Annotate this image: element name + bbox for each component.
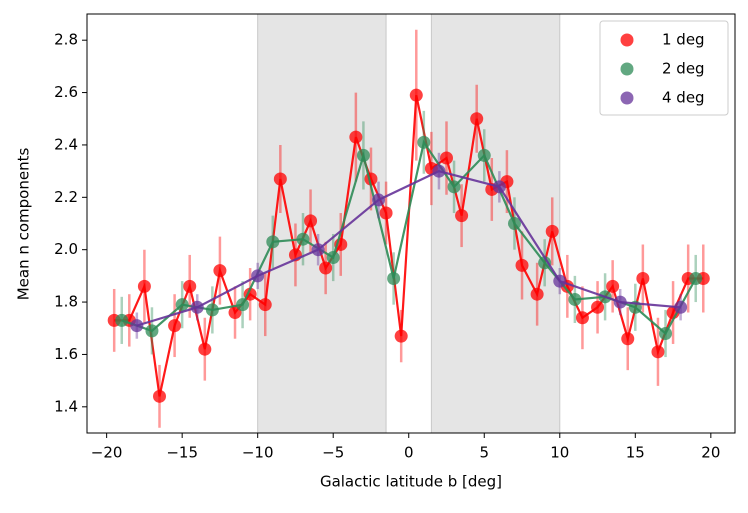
y-tick-label: 2.8 <box>54 31 78 49</box>
point <box>591 300 605 314</box>
point <box>439 151 453 165</box>
series-line <box>121 139 697 336</box>
point <box>507 217 521 230</box>
x-tick-label: −10 <box>242 444 274 462</box>
point <box>606 279 620 293</box>
point <box>659 326 673 340</box>
axes-layer: −20 −15 −10 −5 0 5 10 15 20 1.4 1.6 1.8 2.0 2.2 2.4 2.6… <box>54 31 720 462</box>
point <box>175 298 189 312</box>
point <box>613 295 627 309</box>
shaded-region <box>430 13 561 434</box>
legend-label: 4 deg <box>662 89 705 107</box>
legend-marker <box>620 62 634 76</box>
y-tick-label: 2.2 <box>54 188 78 206</box>
point <box>319 261 333 275</box>
point <box>470 112 484 126</box>
legend-marker <box>620 33 634 47</box>
point <box>349 130 363 144</box>
point <box>130 319 144 333</box>
point <box>311 243 325 257</box>
point <box>477 148 491 162</box>
y-tick-label: 2.6 <box>54 83 78 101</box>
point <box>145 324 159 338</box>
point <box>168 319 182 333</box>
point <box>417 135 431 149</box>
x-tick-label: 15 <box>626 444 645 462</box>
legend-box <box>599 20 729 116</box>
x-tick-label: −5 <box>322 444 344 462</box>
point <box>447 180 461 194</box>
point <box>190 300 204 314</box>
point <box>545 224 559 238</box>
point <box>251 269 265 283</box>
x-axis-label: Galactic latitude b [deg] <box>320 473 502 491</box>
point <box>326 251 340 265</box>
point <box>379 206 393 220</box>
point <box>137 279 151 293</box>
point <box>205 303 219 317</box>
point <box>621 332 635 346</box>
point <box>273 172 287 186</box>
point <box>553 274 567 288</box>
point <box>304 214 318 228</box>
point <box>575 311 589 325</box>
point <box>636 271 650 285</box>
point <box>530 287 544 301</box>
y-tick-label: 1.4 <box>54 397 78 415</box>
series-line <box>136 169 681 327</box>
legend-marker <box>620 91 634 105</box>
point <box>651 345 665 359</box>
point <box>432 164 446 178</box>
x-tick-label: −20 <box>91 444 123 462</box>
shade-layer <box>257 13 561 434</box>
x-tick-label: 20 <box>701 444 720 462</box>
axes-frame <box>86 13 736 434</box>
point <box>258 298 272 312</box>
plot-layer <box>107 29 710 428</box>
legend-label: 1 deg <box>662 31 705 49</box>
point <box>568 292 582 306</box>
point <box>296 232 310 246</box>
point <box>236 298 250 312</box>
x-tick-label: 10 <box>550 444 569 462</box>
point <box>387 271 401 285</box>
legend: 1 deg 2 deg 4 deg <box>599 20 729 116</box>
y-tick-label: 1.6 <box>54 345 78 363</box>
point <box>153 389 167 403</box>
point <box>372 193 386 207</box>
point <box>356 148 370 162</box>
y-axis-label: Mean n components <box>15 148 33 301</box>
x-tick-label: 0 <box>404 444 414 462</box>
legend-label: 2 deg <box>662 60 705 78</box>
point <box>492 180 506 194</box>
point <box>183 279 197 293</box>
point <box>394 329 408 343</box>
point <box>674 300 688 314</box>
y-tick-label: 2.0 <box>54 240 78 258</box>
point <box>409 88 423 102</box>
point <box>455 209 469 223</box>
shaded-region <box>257 13 387 434</box>
point <box>515 258 529 272</box>
point <box>689 271 703 285</box>
point <box>198 342 212 356</box>
x-tick-label: −15 <box>166 444 198 462</box>
x-tick-label: 5 <box>479 444 489 462</box>
y-tick-label: 2.4 <box>54 135 78 153</box>
point <box>115 313 129 327</box>
y-tick-label: 1.8 <box>54 293 78 311</box>
point <box>538 256 552 270</box>
point <box>266 235 280 249</box>
point <box>213 264 227 278</box>
